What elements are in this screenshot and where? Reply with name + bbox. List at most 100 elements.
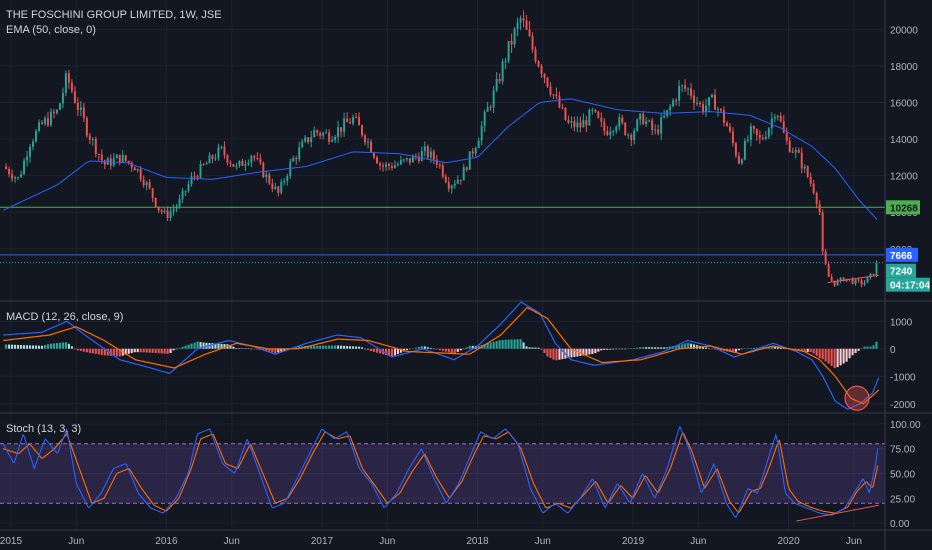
- price-panel[interactable]: [0, 10, 885, 288]
- macd-hist-bar: [707, 348, 711, 349]
- candle-body: [220, 146, 223, 148]
- candle-body: [857, 279, 860, 281]
- candle-body: [776, 115, 779, 117]
- candle-body: [597, 111, 600, 118]
- macd-hist-bar: [552, 348, 555, 360]
- price-tag-7666-bg: [886, 247, 918, 262]
- candle-body: [136, 168, 139, 171]
- candle-body: [486, 107, 489, 112]
- time-axis[interactable]: 2015 Jun 2016 Jun 2017 Jun 2018 Jun 2019 Jun 2020 J…: [0, 536, 862, 547]
- candle-body: [169, 211, 172, 219]
- macd-hist-bar: [743, 348, 746, 350]
- macd-hist-bar: [166, 348, 169, 354]
- candle-body: [603, 121, 606, 132]
- stoch-axis[interactable]: 100.00 75.00 50.00 25.00 0.00: [890, 420, 921, 530]
- candle-body: [130, 162, 133, 168]
- macd-hist-bar: [597, 348, 600, 352]
- macd-hist-bar: [14, 344, 17, 349]
- macd-axis[interactable]: 1000 0 -1000 -2000: [890, 317, 916, 411]
- macd-hist-bar: [797, 348, 800, 351]
- candle-body: [767, 128, 770, 137]
- candle-body: [743, 140, 746, 160]
- candle-body: [301, 141, 304, 148]
- candle-body: [313, 130, 316, 138]
- candle-body: [208, 155, 211, 164]
- macd-hist-bar: [37, 345, 41, 349]
- candle-body: [214, 158, 217, 160]
- macd-hist-bar: [429, 347, 432, 349]
- candle-body: [432, 151, 435, 160]
- stoch-overbought-oversold-band: [0, 443, 885, 504]
- candle-body: [507, 40, 510, 61]
- candle-body: [522, 18, 525, 21]
- candle-body: [14, 177, 17, 179]
- macd-hist-bar: [465, 347, 468, 349]
- candle-body: [361, 125, 364, 136]
- macd-tick-label: 0: [890, 345, 896, 356]
- candle-body: [277, 186, 280, 193]
- price-tag-10268: 10268: [890, 203, 918, 214]
- candle-body: [358, 117, 361, 126]
- macd-panel[interactable]: [3, 301, 880, 411]
- macd-hist-bar: [322, 345, 325, 349]
- candle-body: [17, 177, 20, 179]
- candle-body: [836, 280, 839, 286]
- candle-body: [567, 119, 570, 123]
- macd-hist-bar: [181, 346, 184, 349]
- macd-hist-bar: [325, 345, 328, 349]
- candle-body: [408, 157, 411, 163]
- stoch-panel[interactable]: [0, 425, 885, 522]
- candle-body: [465, 167, 468, 170]
- candle-body: [764, 136, 767, 139]
- macd-hist-bar: [576, 348, 579, 357]
- candle-body: [543, 73, 546, 78]
- stoch-tick-label: 0.00: [890, 519, 910, 530]
- price-tick-label: 12000: [890, 172, 918, 183]
- candle-body: [705, 105, 707, 112]
- candle-body: [262, 162, 265, 178]
- macd-hist-bar: [549, 348, 552, 359]
- price-tag-10268-bg: [886, 200, 920, 215]
- candle-body: [133, 167, 136, 171]
- candle-body: [453, 183, 456, 186]
- macd-hist-bar: [606, 348, 609, 350]
- candle-body: [531, 36, 534, 50]
- candle-body: [675, 100, 678, 102]
- macd-hist-bar: [570, 348, 573, 358]
- candle-body: [651, 120, 654, 130]
- macd-hist-bar: [737, 348, 740, 351]
- candle-body: [244, 164, 247, 166]
- candle-body: [770, 118, 773, 129]
- macd-hist-bar: [340, 345, 343, 349]
- candle-body: [298, 147, 301, 160]
- macd-hist-bar: [531, 347, 534, 349]
- candle-body: [73, 91, 76, 103]
- candle-body: [441, 165, 444, 177]
- candle-body: [32, 141, 34, 147]
- macd-hist-bar: [217, 343, 220, 349]
- ema-50-line: [2, 98, 878, 221]
- candle-body: [725, 122, 728, 127]
- candle-body: [528, 29, 531, 37]
- macd-hist-bar: [740, 348, 743, 350]
- candle-body: [722, 110, 725, 123]
- candle-body: [355, 117, 358, 119]
- macd-hist-bar: [133, 348, 136, 353]
- candle-body: [331, 140, 334, 142]
- candle-body: [181, 191, 184, 199]
- macd-hist-bar: [172, 348, 175, 351]
- candle-body: [58, 103, 61, 110]
- candle-body: [459, 179, 462, 181]
- macd-hist-bar: [833, 348, 836, 369]
- macd-hist-bar: [187, 344, 190, 349]
- candle-body: [833, 280, 836, 286]
- macd-hist-bar: [812, 348, 815, 354]
- macd-hist-bar: [190, 343, 193, 349]
- candle-body: [229, 162, 232, 165]
- macd-hist-bar: [319, 345, 322, 349]
- candle-body: [405, 157, 408, 160]
- macd-hist-bar: [459, 348, 462, 351]
- macd-hist-bar: [358, 346, 361, 349]
- macd-hist-bar: [61, 342, 64, 349]
